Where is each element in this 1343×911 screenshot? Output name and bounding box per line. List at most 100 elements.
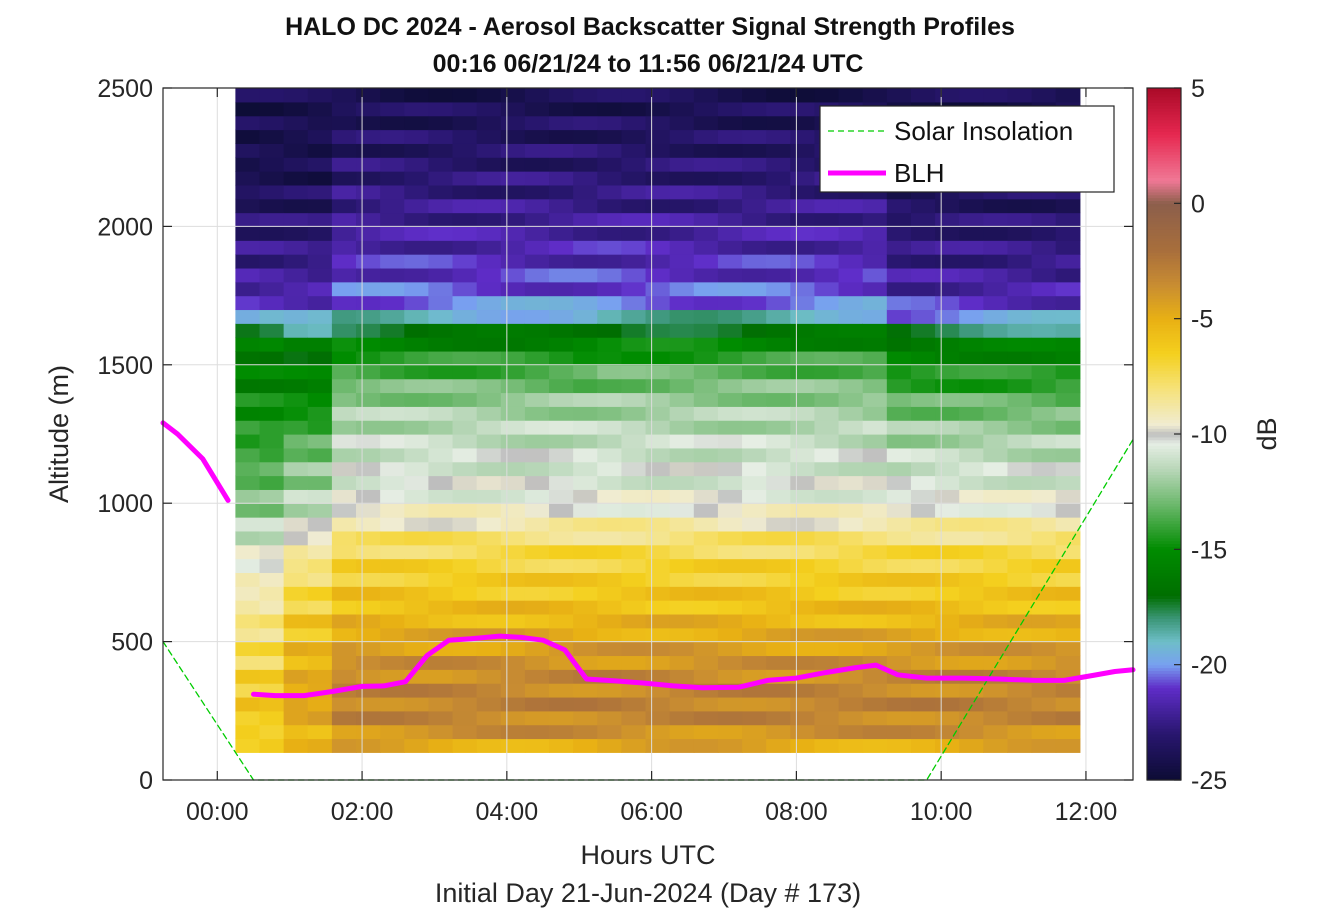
heatmap-cell	[935, 392, 960, 407]
heatmap-cell	[307, 184, 333, 200]
heatmap-cell	[259, 641, 285, 657]
heatmap-cell	[476, 115, 502, 131]
colorbar-segment	[1147, 762, 1181, 767]
heatmap-cell	[983, 461, 1009, 477]
colorbar-segment	[1147, 670, 1181, 674]
heatmap-cell	[524, 101, 550, 117]
colorbar-segment	[1147, 751, 1181, 755]
heatmap-cell	[452, 683, 478, 698]
heatmap-cell	[886, 572, 912, 587]
heatmap-cell	[983, 420, 1009, 435]
heatmap-cell	[452, 392, 478, 407]
heatmap-cell	[717, 267, 743, 283]
colorbar-segment	[1147, 759, 1181, 764]
heatmap-cell	[500, 710, 526, 726]
heatmap-cell	[1007, 254, 1033, 269]
heatmap-cell	[1055, 503, 1081, 518]
heatmap-cell	[259, 267, 285, 283]
heatmap-cell	[331, 184, 357, 200]
heatmap-cell	[452, 101, 478, 117]
heatmap-cell	[959, 586, 984, 601]
colorbar-segment	[1147, 572, 1181, 576]
y-axis-label: Altitude (m)	[44, 365, 74, 503]
heatmap-cell	[1007, 337, 1033, 352]
heatmap-cell	[259, 600, 285, 615]
heatmap-cell	[959, 530, 984, 546]
heatmap-cell	[500, 101, 526, 117]
colorbar-segment	[1147, 485, 1181, 490]
heatmap-cell	[404, 281, 430, 297]
heatmap-cell	[983, 434, 1009, 449]
colorbar-segment	[1147, 209, 1181, 213]
colorbar-segment	[1147, 211, 1181, 216]
heatmap-cell	[452, 295, 478, 311]
heatmap-cell	[1031, 350, 1057, 366]
colorbar-segment	[1147, 318, 1181, 323]
heatmap-cell	[669, 392, 695, 407]
colorbar-segment	[1147, 281, 1181, 285]
heatmap-cell	[235, 254, 261, 269]
heatmap-cell	[814, 530, 840, 546]
heatmap-cell	[428, 88, 454, 103]
heatmap-cell	[621, 184, 647, 200]
heatmap-cell	[524, 171, 550, 186]
heatmap-cell	[259, 364, 285, 380]
heatmap-cell	[959, 212, 984, 227]
heatmap-cell	[717, 212, 743, 227]
colorbar-segment	[1147, 125, 1181, 129]
heatmap-cell	[380, 226, 405, 241]
heatmap-cell	[428, 613, 454, 629]
heatmap-cell	[814, 461, 840, 477]
heatmap-cell	[452, 724, 478, 740]
heatmap-cell	[645, 572, 671, 587]
heatmap-cell	[693, 392, 719, 407]
colorbar-segment	[1147, 183, 1181, 187]
heatmap-cell	[573, 364, 598, 380]
heatmap-cell	[983, 475, 1009, 490]
heatmap-cell	[1031, 738, 1057, 753]
heatmap-cell	[959, 696, 984, 712]
heatmap-cell	[307, 503, 333, 518]
heatmap-cell	[645, 350, 671, 366]
heatmap-cell	[524, 669, 550, 684]
heatmap-cell	[886, 558, 912, 573]
heatmap-cell	[500, 281, 526, 297]
heatmap-cell	[404, 683, 430, 698]
heatmap-cell	[404, 503, 430, 518]
heatmap-cell	[645, 143, 671, 158]
heatmap-cell	[356, 281, 381, 297]
heatmap-cell	[935, 627, 960, 643]
heatmap-cell	[573, 129, 598, 144]
heatmap-cell	[404, 627, 430, 643]
colorbar-segment	[1147, 393, 1181, 398]
heatmap-cell	[669, 517, 695, 532]
heatmap-cell	[283, 281, 309, 297]
heatmap-cell	[428, 115, 454, 131]
heatmap-cell	[910, 267, 936, 283]
heatmap-cell	[983, 558, 1009, 573]
heatmap-cell	[1031, 517, 1057, 532]
heatmap-cell	[235, 378, 261, 394]
heatmap-cell	[476, 226, 502, 241]
heatmap-cell	[428, 295, 454, 311]
heatmap-cell	[983, 724, 1009, 740]
heatmap-cell	[717, 613, 743, 629]
heatmap-cell	[645, 586, 671, 601]
heatmap-cell	[862, 627, 888, 643]
heatmap-cell	[742, 517, 767, 532]
heatmap-cell	[693, 434, 719, 449]
heatmap-cell	[549, 254, 574, 269]
colorbar-segment	[1147, 699, 1181, 703]
heatmap-cell	[910, 738, 936, 753]
heatmap-cell	[573, 101, 598, 117]
heatmap-cell	[1031, 406, 1057, 421]
colorbar-segment	[1147, 465, 1181, 470]
colorbar-segment	[1147, 598, 1181, 602]
heatmap-cell	[1007, 378, 1033, 394]
colorbar-segment	[1147, 422, 1181, 426]
heatmap-cell	[476, 157, 502, 172]
heatmap-cell	[500, 475, 526, 490]
x-tick-label: 00:00	[186, 798, 249, 826]
heatmap-cell	[356, 724, 381, 740]
heatmap-cell	[742, 337, 767, 352]
